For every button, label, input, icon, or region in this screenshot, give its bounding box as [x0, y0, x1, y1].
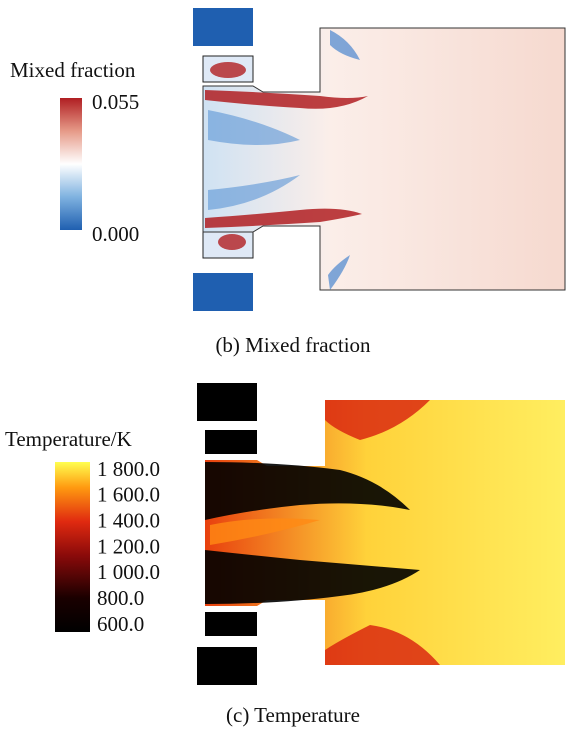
colorbar-title: Mixed fraction — [10, 58, 136, 82]
colorbar — [55, 462, 90, 632]
colorbar-tick: 1 400.0 — [97, 508, 160, 532]
colorbar-tick: 1 800.0 — [97, 457, 160, 481]
colorbar-tick: 0.055 — [92, 90, 139, 114]
panel-mixed: Mixed fraction 0.055 0.000 (b) Mixed fra… — [10, 8, 565, 357]
colorbar-tick: 0.000 — [92, 222, 139, 246]
caption: (c) Temperature — [226, 703, 360, 727]
colorbar-title: Temperature/K — [5, 427, 132, 451]
contour-field — [197, 383, 565, 685]
colorbar-tick: 1 600.0 — [97, 483, 160, 507]
panel-temperature: Temperature/K 1 800.01 600.01 400.01 200… — [5, 383, 565, 727]
caption: (b) Mixed fraction — [215, 333, 371, 357]
figure: Mixed fraction 0.055 0.000 (b) Mixed fra… — [0, 0, 570, 733]
colorbar-tick: 800.0 — [97, 586, 144, 610]
colorbar-tick: 1 000.0 — [97, 560, 160, 584]
contour-field — [193, 8, 565, 311]
colorbar — [60, 98, 82, 230]
colorbar-tick: 600.0 — [97, 612, 144, 636]
colorbar-tick: 1 200.0 — [97, 534, 160, 558]
